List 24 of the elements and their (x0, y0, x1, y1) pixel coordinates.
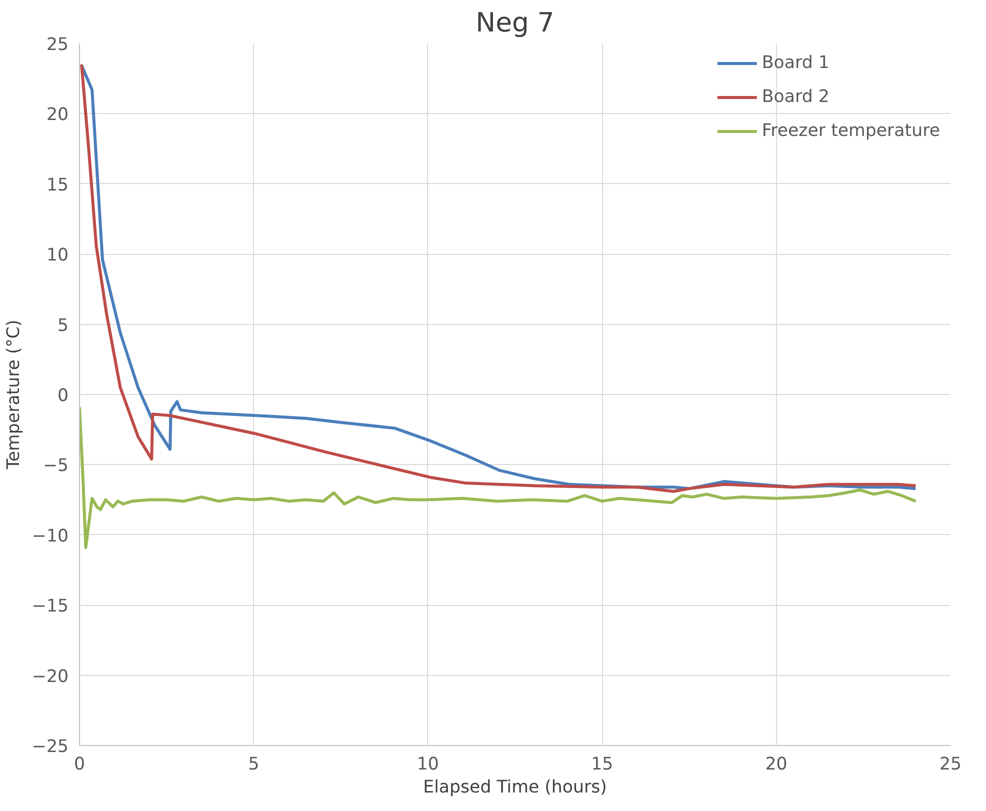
x-tick-label: 10 (416, 754, 439, 774)
y-tick-label: 15 (46, 175, 69, 196)
y-tick-label: 25 (46, 35, 69, 55)
y-tick-label: 5 (57, 316, 69, 336)
x-tick-label: 5 (248, 754, 260, 774)
x-tick-label: 25 (939, 754, 962, 774)
y-tick-label: 0 (57, 386, 69, 406)
chart-title: Neg 7 (476, 8, 554, 38)
y-axis-title: Temperature (°C) (4, 320, 24, 470)
y-tick-label: 20 (46, 105, 69, 126)
y-tick-label: −10 (32, 526, 69, 546)
legend-label: Freezer temperature (762, 121, 940, 141)
x-tick-label: 0 (74, 754, 86, 774)
x-tick-label: 15 (591, 754, 614, 774)
x-axis-title: Elapsed Time (hours) (423, 778, 607, 798)
line-series (80, 406, 918, 550)
x-tick-label: 20 (765, 754, 788, 774)
y-tick-label: −25 (32, 737, 69, 757)
y-tick-label: −5 (42, 456, 69, 476)
y-tick-label: 10 (46, 246, 69, 266)
legend-label: Board 1 (762, 53, 830, 73)
legend-label: Board 2 (762, 87, 830, 107)
y-tick-label: −15 (32, 596, 69, 617)
y-tick-label: −20 (32, 666, 69, 687)
